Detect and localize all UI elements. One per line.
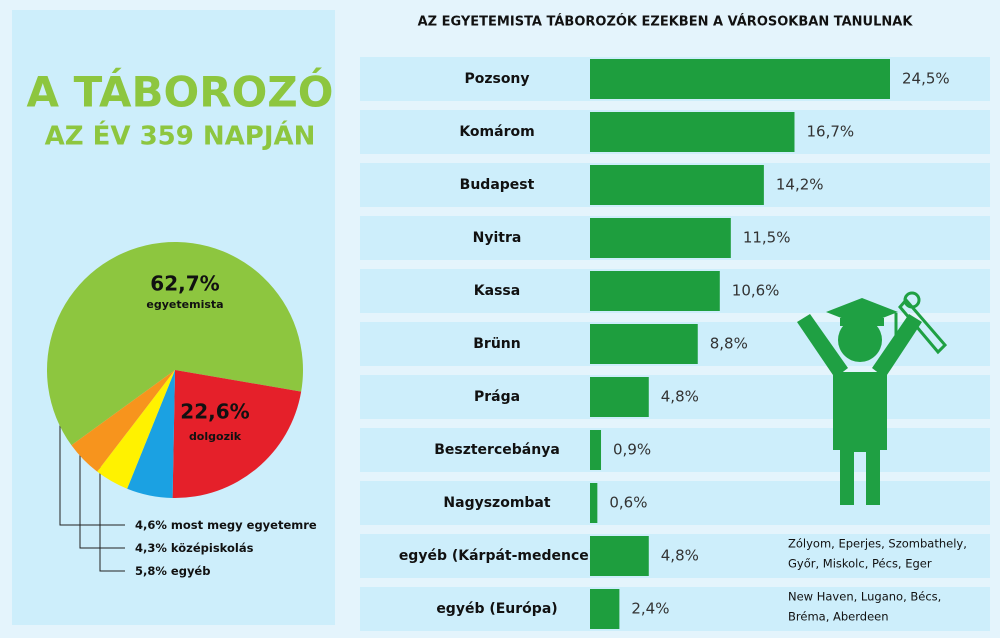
pie-slice xyxy=(127,370,175,498)
leader-lines xyxy=(59,420,125,572)
category-label: Besztercebánya xyxy=(434,442,560,458)
pie-value-label: 62,7% xyxy=(150,272,219,296)
pie-value-label: 22,6% xyxy=(180,400,249,424)
pie-legend-category: középiskolás xyxy=(171,541,254,555)
leader-line xyxy=(79,440,125,549)
pie-legend-category: most megy egyetemre xyxy=(171,518,317,532)
pie-legend-label: 5,8% egyéb xyxy=(135,564,210,578)
value-label: 10,6% xyxy=(732,282,780,300)
category-label: Kassa xyxy=(474,283,520,299)
category-label: Budapest xyxy=(460,177,535,193)
bar xyxy=(590,112,795,152)
value-label: 8,8% xyxy=(710,335,748,353)
category-label: Prága xyxy=(474,389,520,405)
value-label: 4,8% xyxy=(661,547,699,565)
category-label: Nagyszombat xyxy=(443,495,550,511)
value-label: 24,5% xyxy=(902,70,950,88)
value-label: 0,6% xyxy=(609,494,647,512)
leader-line xyxy=(99,465,125,572)
pie-legend-label: 4,6% most megy egyetemre xyxy=(135,518,317,532)
category-label: Nyitra xyxy=(473,230,522,246)
pie-legend-value: 4,6% xyxy=(135,518,167,532)
main-subtitle: AZ ÉV 359 NAPJÁN xyxy=(45,120,316,152)
annotation: Bréma, Aberdeen xyxy=(788,610,889,624)
pie-slice xyxy=(46,241,304,446)
value-label: 11,5% xyxy=(743,229,791,247)
category-label: Pozsony xyxy=(464,71,529,87)
pie-legend-category: egyéb xyxy=(171,564,211,578)
pie-chart: 62,7% egyetemista 22,6% dolgozik 4,6% most me… xyxy=(46,241,317,578)
pie-slice xyxy=(71,370,175,472)
category-label: Brünn xyxy=(473,336,520,352)
value-label: 4,8% xyxy=(661,388,699,406)
row-background xyxy=(360,481,990,525)
leader-line xyxy=(59,420,125,526)
bar xyxy=(590,271,720,311)
value-label: 2,4% xyxy=(631,600,669,618)
icon-body xyxy=(833,372,887,505)
icon-diploma-end xyxy=(903,291,921,309)
annotation: New Haven, Lugano, Bécs, xyxy=(788,590,941,604)
main-title: A TÁBOROZÓ xyxy=(27,67,334,117)
pie-legend-label: 4,3% középiskolás xyxy=(135,541,254,555)
icon-arm-right xyxy=(872,314,922,378)
pie-slice xyxy=(172,370,302,498)
bar xyxy=(590,536,649,576)
pie-legend-value: 4,3% xyxy=(135,541,167,555)
bar xyxy=(590,483,598,523)
bar xyxy=(590,430,602,470)
bar xyxy=(590,324,698,364)
row-background xyxy=(360,587,990,631)
category-label: egyéb (Kárpát-medence) xyxy=(399,548,595,564)
bar xyxy=(590,589,620,629)
bar xyxy=(590,165,764,205)
icon-cap-band xyxy=(840,318,884,326)
category-label: Komárom xyxy=(459,124,534,140)
bar xyxy=(590,218,731,258)
annotation: Zólyom, Eperjes, Szombathely, xyxy=(788,537,967,551)
bar xyxy=(590,377,649,417)
value-label: 0,9% xyxy=(613,441,651,459)
value-label: 16,7% xyxy=(806,123,854,141)
annotation: Győr, Miskolc, Pécs, Eger xyxy=(788,557,932,571)
bar xyxy=(590,59,890,99)
category-label: egyéb (Európa) xyxy=(436,601,557,617)
pie-slice xyxy=(97,370,175,489)
pie-legend-value: 5,8% xyxy=(135,564,167,578)
graduate-icon xyxy=(797,291,948,505)
icon-head xyxy=(838,318,882,362)
row-background xyxy=(360,534,990,578)
icon-arm-left xyxy=(797,314,848,378)
bar-title: AZ EGYETEMISTA TÁBOROZÓK EZEKBEN A VÁROS… xyxy=(418,14,914,30)
bar-chart: Pozsony 24,5% Komárom 16,7% Budapest 14,2% Nyi… xyxy=(360,57,990,631)
pie-category-label: egyetemista xyxy=(146,298,223,311)
icon-diploma xyxy=(898,297,948,355)
value-label: 14,2% xyxy=(776,176,824,194)
pie-category-label: dolgozik xyxy=(189,430,242,443)
